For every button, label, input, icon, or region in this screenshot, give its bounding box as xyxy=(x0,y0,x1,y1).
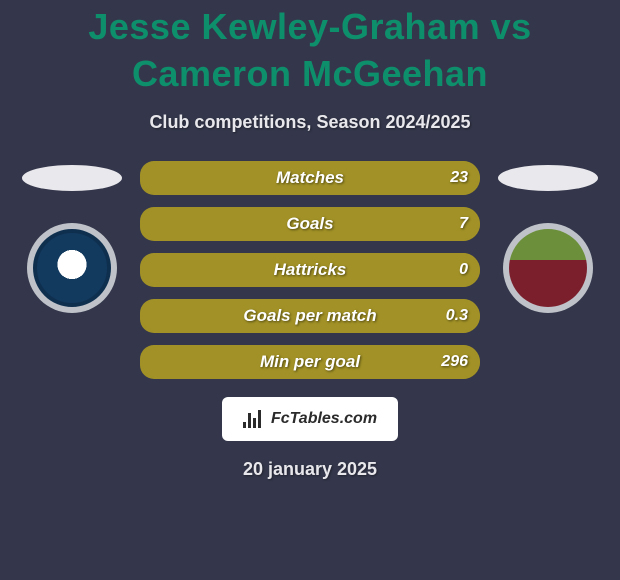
stat-label: Min per goal xyxy=(140,352,480,372)
right-side xyxy=(498,161,598,313)
stat-bar: Goals per match0.3 xyxy=(140,299,480,333)
stat-label: Goals xyxy=(140,214,480,234)
fctables-logo: FcTables.com xyxy=(222,397,398,441)
stat-value-right: 23 xyxy=(450,169,468,187)
stat-value-right: 0 xyxy=(459,261,468,279)
stat-value-right: 296 xyxy=(441,353,468,371)
stat-bar: Hattricks0 xyxy=(140,253,480,287)
stat-bars: Matches23 Goals7 Hattricks0 Goals per match… xyxy=(140,161,480,379)
stat-bar: Goals7 xyxy=(140,207,480,241)
bar-chart-icon xyxy=(243,410,265,428)
logo-text: FcTables.com xyxy=(271,410,377,428)
snapshot-date: 20 january 2025 xyxy=(0,459,620,480)
team-left-crest xyxy=(27,223,117,313)
stat-value-right: 0.3 xyxy=(446,307,468,325)
player-right-oval xyxy=(498,165,598,191)
stat-label: Goals per match xyxy=(140,306,480,326)
page-title: Jesse Kewley-Graham vs Cameron McGeehan xyxy=(0,0,620,98)
team-right-crest xyxy=(503,223,593,313)
player-left-oval xyxy=(22,165,122,191)
stat-bar: Matches23 xyxy=(140,161,480,195)
stat-label: Matches xyxy=(140,168,480,188)
stat-bar: Min per goal296 xyxy=(140,345,480,379)
left-side xyxy=(22,161,122,313)
subtitle: Club competitions, Season 2024/2025 xyxy=(0,112,620,133)
comparison-panel: Matches23 Goals7 Hattricks0 Goals per match… xyxy=(0,161,620,379)
stat-label: Hattricks xyxy=(140,260,480,280)
stat-value-right: 7 xyxy=(459,215,468,233)
